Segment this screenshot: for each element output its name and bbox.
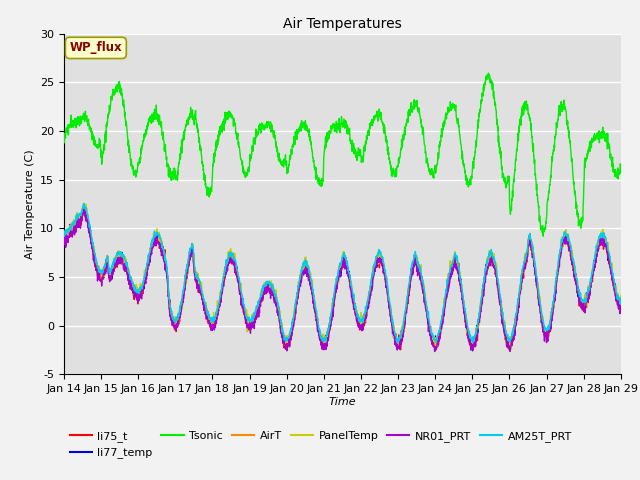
Legend: li75_t, li77_temp, Tsonic, AirT, PanelTemp, NR01_PRT, AM25T_PRT: li75_t, li77_temp, Tsonic, AirT, PanelTe… xyxy=(70,431,572,458)
Title: Air Temperatures: Air Temperatures xyxy=(283,17,402,31)
Text: WP_flux: WP_flux xyxy=(70,41,122,54)
Y-axis label: Air Temperature (C): Air Temperature (C) xyxy=(24,149,35,259)
X-axis label: Time: Time xyxy=(328,397,356,407)
